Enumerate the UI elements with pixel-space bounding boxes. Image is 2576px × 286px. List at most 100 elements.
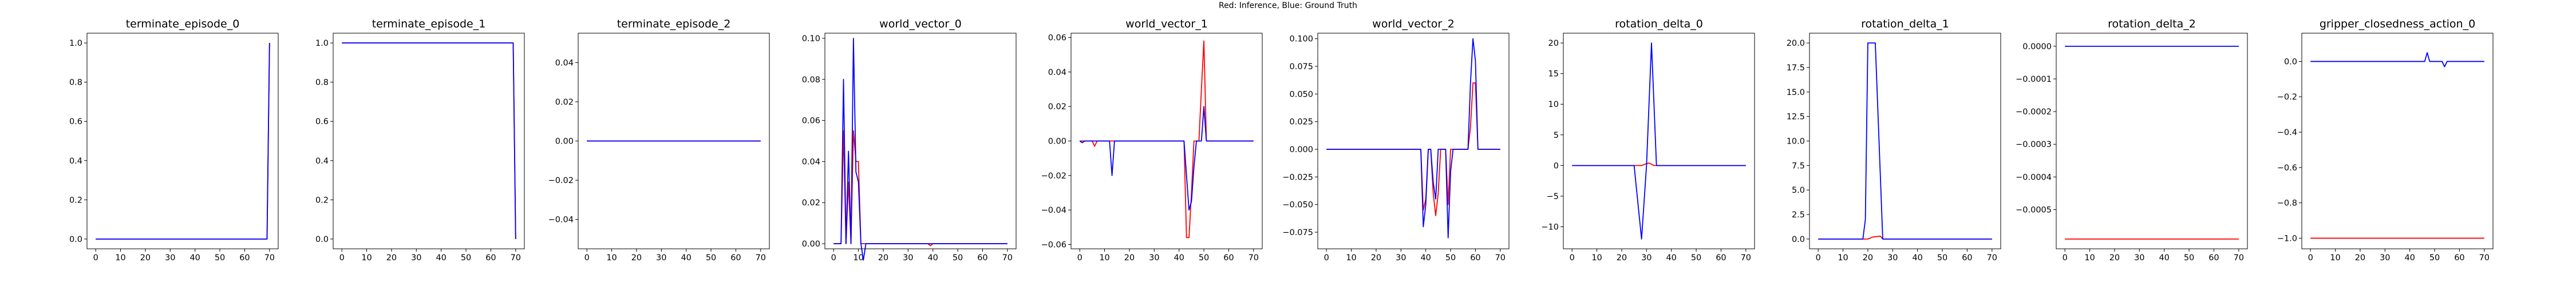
x-tick-label: 30 [1149, 253, 1159, 263]
series-line-ground-truth [2310, 52, 2484, 67]
y-tick-label: 2.5 [1792, 210, 1805, 220]
x-tick-label: 30 [2134, 253, 2144, 263]
x-tick-label: 50 [1199, 253, 1209, 263]
y-tick-label: 0.04 [802, 157, 820, 166]
series-line-ground-truth [1572, 42, 1746, 240]
subplot-rotation_delta_0: rotation_delta_0 0 10 20 30 40 50 60 70 −10 −5 0 5 10… [1541, 18, 1755, 263]
y-tick-label: 0.050 [1289, 90, 1313, 99]
x-tick-label: 10 [115, 253, 125, 263]
subplot-title: terminate_episode_1 [372, 18, 486, 30]
x-tick-label: 40 [681, 253, 691, 263]
series-line-ground-truth [1326, 38, 1500, 239]
x-tick-label: 60 [730, 253, 741, 263]
y-tick-label: 0.025 [1289, 118, 1313, 127]
subplot-title: terminate_episode_2 [617, 18, 731, 30]
x-tick-label: 60 [239, 253, 250, 263]
x-tick-label: 0 [2063, 253, 2068, 263]
x-tick-label: 70 [1495, 253, 1506, 263]
x-tick-label: 0 [1816, 253, 1821, 263]
y-tick-label: −0.06 [1041, 240, 1066, 249]
x-tick-label: 50 [1691, 253, 1701, 263]
y-tick-label: 0.00 [802, 240, 820, 249]
y-tick-label: 0.0 [1792, 235, 1805, 244]
y-tick-label: −0.04 [548, 216, 574, 225]
y-tick-label: 0.6 [315, 117, 329, 126]
y-tick-label: 15 [1548, 70, 1559, 79]
y-tick-label: 0.8 [315, 78, 329, 88]
x-tick-label: 50 [953, 253, 963, 263]
series-line-inference [833, 130, 1008, 247]
x-tick-label: 70 [511, 253, 521, 263]
y-tick-label: 0.4 [315, 157, 329, 166]
x-tick-label: 40 [2159, 253, 2169, 263]
y-tick-label: 0.06 [802, 117, 820, 126]
y-tick-label: 10.0 [1787, 137, 1805, 146]
x-tick-label: 10 [361, 253, 372, 263]
subplot-title: rotation_delta_2 [2108, 18, 2196, 30]
y-tick-label: 0.0 [2284, 57, 2297, 66]
subplot-title: world_vector_2 [1372, 18, 1455, 30]
x-tick-label: 20 [1124, 253, 1135, 263]
y-tick-label: 20 [1548, 39, 1559, 48]
subplot-terminate_episode_2: terminate_episode_2 0 10 20 30 40 50 60 70 −0.04 −… [548, 18, 770, 263]
x-tick-label: 20 [631, 253, 642, 263]
x-tick-label: 40 [1174, 253, 1184, 263]
x-tick-label: 0 [339, 253, 345, 263]
y-tick-label: 1.0 [69, 39, 82, 48]
x-tick-label: 60 [1223, 253, 1234, 263]
x-tick-label: 20 [2109, 253, 2120, 263]
y-tick-label: 0.0 [69, 235, 82, 244]
y-tick-label: −0.02 [1041, 172, 1066, 181]
x-tick-label: 50 [215, 253, 225, 263]
x-tick-label: 0 [1570, 253, 1575, 263]
x-tick-label: 0 [1077, 253, 1082, 263]
y-tick-label: 5.0 [1792, 186, 1805, 195]
x-tick-label: 30 [1641, 253, 1652, 263]
subplot-title: world_vector_0 [879, 18, 962, 30]
series-line-ground-truth [1818, 42, 1992, 240]
y-tick-label: 17.5 [1787, 63, 1805, 73]
x-tick-label: 20 [1617, 253, 1627, 263]
axes-frame [824, 33, 1017, 249]
x-tick-label: 40 [436, 253, 446, 263]
x-tick-label: 0 [1324, 253, 1329, 263]
y-tick-label: 0 [1554, 161, 1559, 170]
y-tick-label: 0.8 [69, 78, 82, 88]
x-tick-label: 60 [1716, 253, 1726, 263]
x-tick-label: 60 [485, 253, 496, 263]
y-tick-label: −0.0001 [2016, 75, 2052, 84]
x-tick-label: 30 [1396, 253, 1406, 263]
subplot-world_vector_1: world_vector_1 0 10 20 30 40 50 60 70 −0.06 −0.04 −… [1041, 18, 1263, 263]
series-line-inference [1080, 40, 1254, 239]
x-tick-label: 10 [2330, 253, 2340, 263]
y-tick-label: 0.000 [1289, 145, 1313, 154]
x-tick-label: 40 [1666, 253, 1676, 263]
axes-frame [2056, 33, 2248, 249]
y-tick-label: 0.02 [1048, 102, 1066, 112]
y-tick-label: −0.075 [1282, 228, 1313, 237]
y-tick-label: −1.0 [2277, 234, 2297, 243]
y-tick-label: −0.050 [1282, 201, 1313, 210]
x-tick-label: 50 [461, 253, 471, 263]
x-tick-label: 0 [93, 253, 98, 263]
axes-frame [1563, 33, 1755, 249]
x-tick-label: 70 [1002, 253, 1013, 263]
y-tick-label: 0.04 [555, 58, 574, 67]
x-tick-label: 0 [831, 253, 836, 263]
y-tick-label: −0.0003 [2016, 140, 2052, 149]
x-tick-label: 70 [2479, 253, 2490, 263]
x-tick-label: 20 [1863, 253, 1873, 263]
x-tick-label: 0 [2308, 253, 2313, 263]
axes-frame [578, 33, 770, 249]
x-tick-label: 60 [1962, 253, 1972, 263]
x-tick-label: 10 [1838, 253, 1848, 263]
y-tick-label: −0.2 [2277, 93, 2297, 102]
x-tick-label: 70 [756, 253, 766, 263]
series-line-ground-truth [1079, 106, 1254, 211]
subplot-title: world_vector_1 [1125, 18, 1208, 30]
y-tick-label: 0.6 [69, 117, 82, 126]
y-tick-label: 0.0 [315, 235, 329, 244]
y-tick-label: 0.02 [555, 98, 574, 107]
y-tick-label: 12.5 [1787, 113, 1805, 122]
